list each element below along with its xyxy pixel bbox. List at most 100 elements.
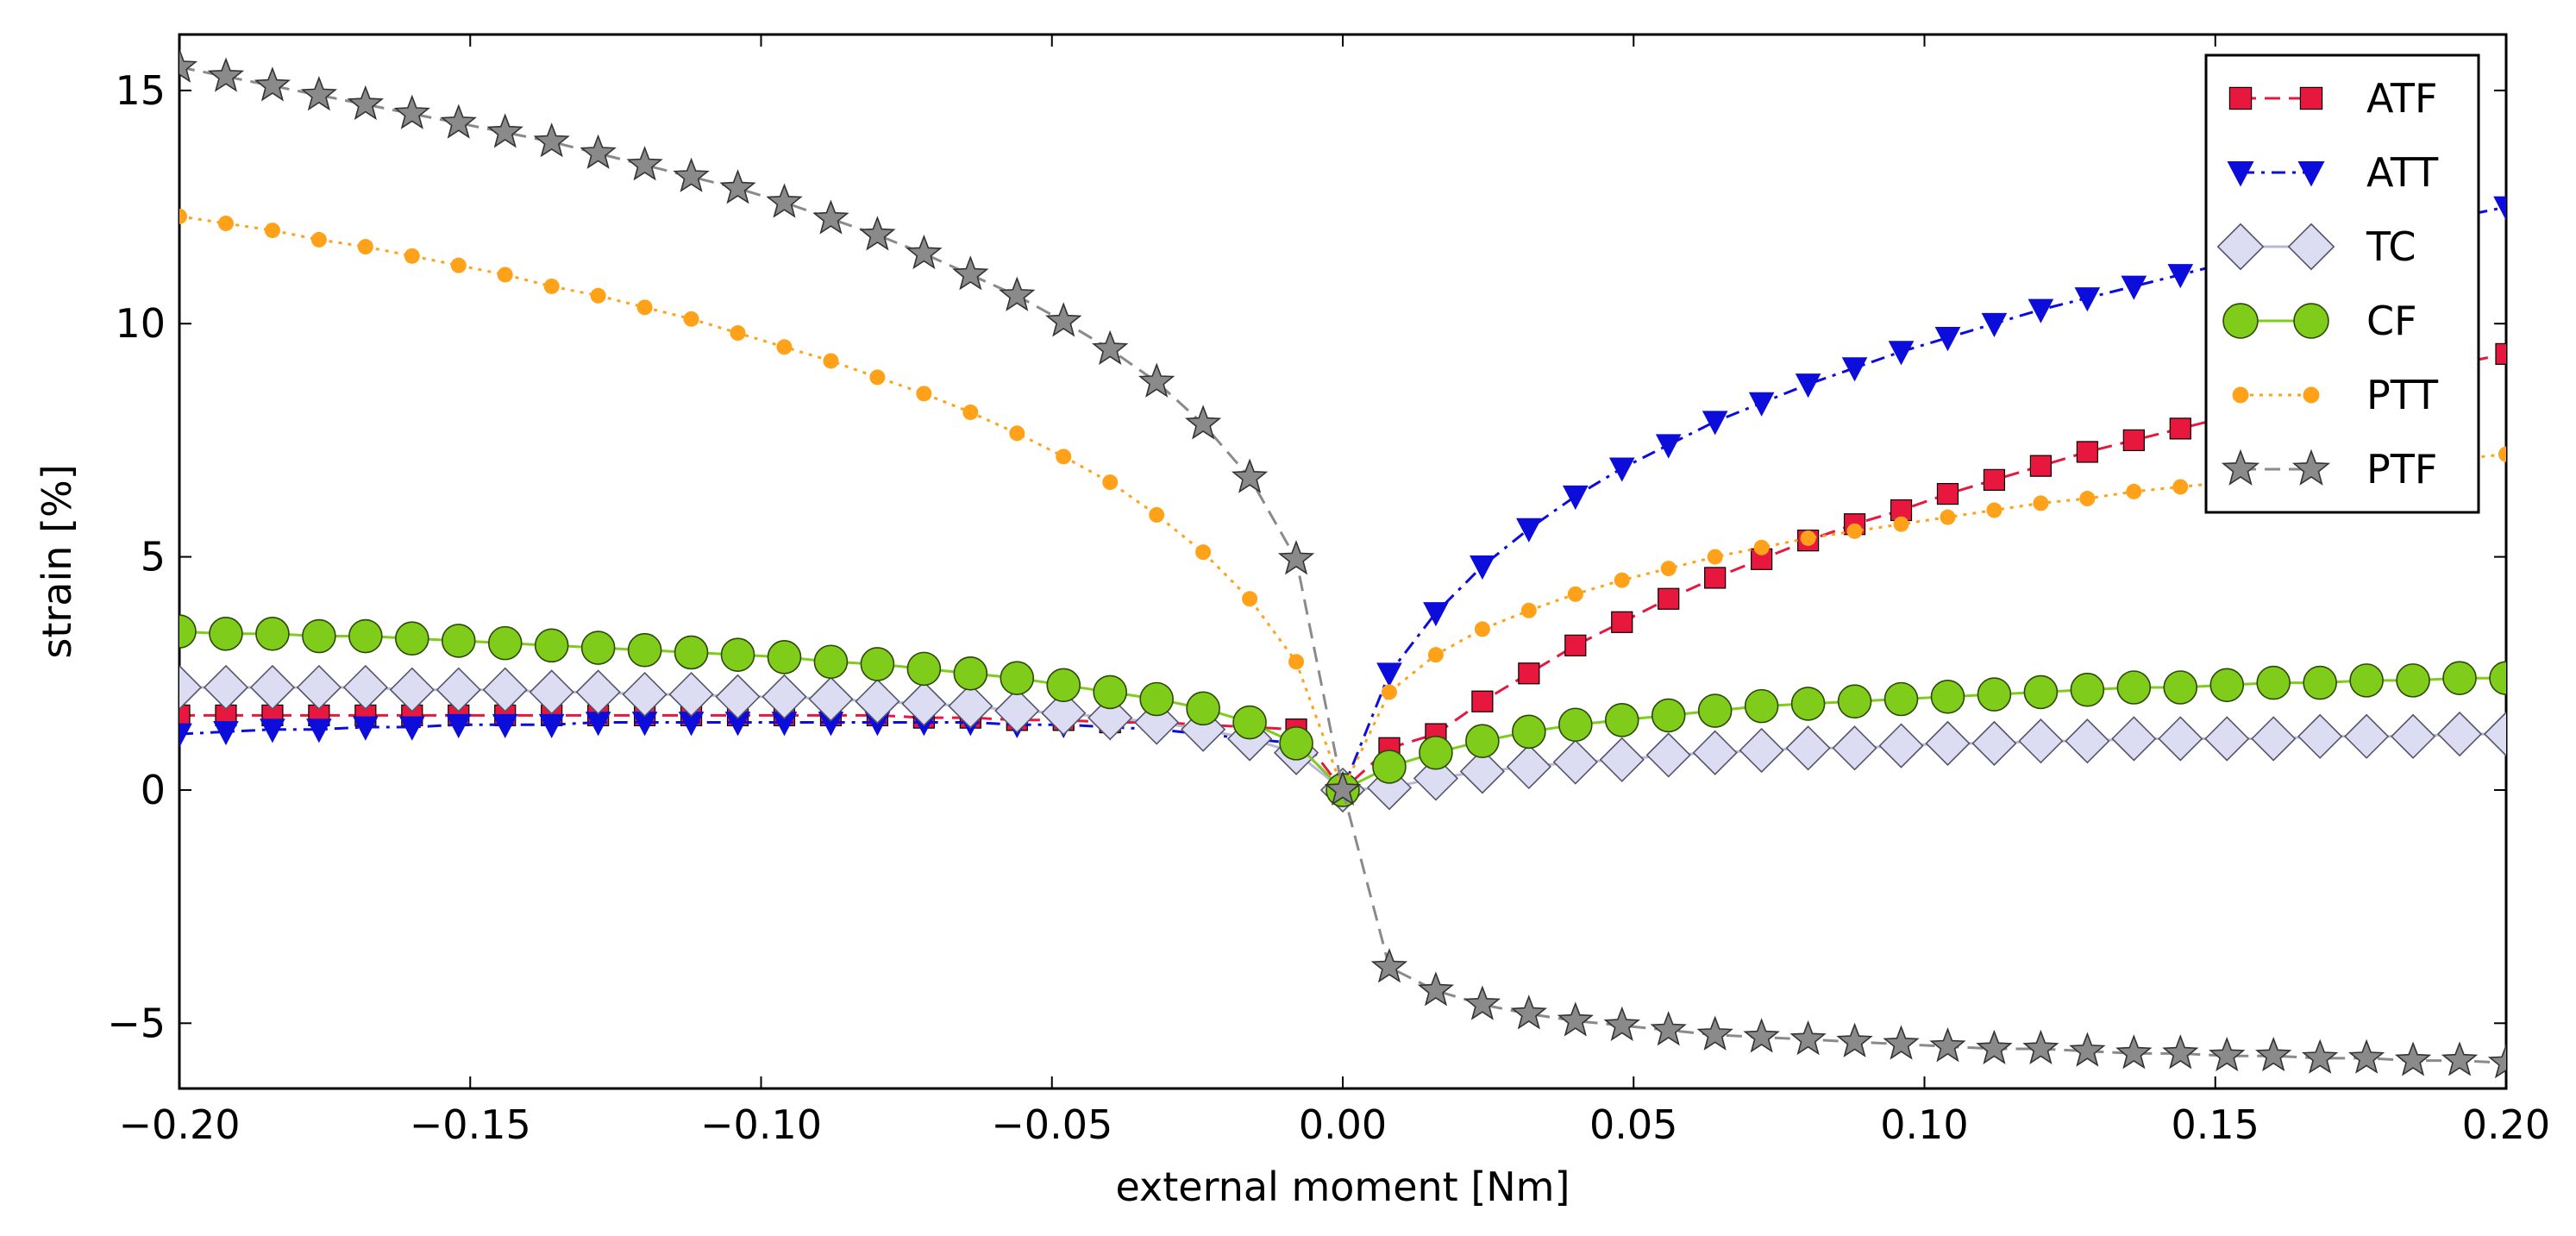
x-tick-label: 0.20: [2462, 1101, 2550, 1148]
x-tick-label: 0.00: [1299, 1101, 1387, 1148]
legend-marker: [2221, 449, 2260, 486]
x-tick-label: 0.10: [1880, 1101, 1968, 1148]
data-point-ptf: [254, 66, 291, 102]
data-point-ptt: [404, 248, 420, 264]
data-point-tc: [529, 669, 574, 715]
data-point-ptt: [310, 231, 327, 248]
data-point-ptf: [2301, 1038, 2339, 1074]
data-point-cf: [2209, 668, 2245, 703]
data-point-ptt: [1149, 506, 1165, 523]
data-point-cf: [487, 625, 523, 661]
data-point-ptf: [2347, 1038, 2385, 1074]
data-point-att: [1655, 434, 1682, 459]
data-point-cf: [179, 614, 197, 649]
data-point-cf: [1419, 735, 1453, 770]
data-point-tc: [2158, 716, 2203, 762]
x-tick-label: 0.05: [1589, 1101, 1677, 1148]
series-line-ptf: [179, 66, 2506, 1064]
legend-label: ATT: [2366, 149, 2439, 196]
data-point-ptt: [1800, 530, 1816, 546]
data-point-cf: [2442, 661, 2477, 695]
data-point-ptf: [2487, 1044, 2506, 1079]
data-point-cf: [2349, 663, 2384, 698]
data-point-tc: [2343, 713, 2390, 759]
data-point-ptf: [1138, 362, 1175, 398]
data-point-att: [1423, 602, 1449, 627]
x-tick-label: −0.20: [119, 1101, 241, 1148]
data-point-tc: [2483, 711, 2506, 757]
data-point-ptf: [1743, 1018, 1780, 1053]
data-point-ptt: [2033, 495, 2049, 511]
data-point-tc: [2436, 711, 2483, 757]
data-point-ptf: [2162, 1034, 2199, 1070]
y-axis-label: strain [%]: [34, 464, 80, 658]
data-point-tc: [1506, 743, 1551, 790]
data-point-cf: [1232, 705, 1267, 740]
data-point-cf: [302, 618, 336, 654]
data-point-ptt: [497, 267, 513, 283]
data-point-cf: [1930, 680, 1965, 714]
legend-marker: [2293, 303, 2329, 339]
legend-marker: [2291, 449, 2331, 486]
data-point-ptt: [2126, 483, 2142, 499]
data-point-atf: [1518, 662, 1540, 685]
data-point-ptt: [217, 215, 234, 231]
data-point-ptt: [1753, 539, 1770, 555]
data-point-ptf: [1836, 1022, 1873, 1057]
data-point-ptf: [393, 94, 430, 129]
data-point-tc: [2204, 716, 2250, 762]
legend-marker: [2216, 223, 2265, 271]
data-point-cf: [209, 617, 243, 651]
data-point-att: [1470, 555, 1495, 580]
data-point-ptf: [2069, 1032, 2106, 1067]
data-point-cf: [953, 656, 988, 691]
data-point-att: [1981, 312, 2008, 338]
data-point-att: [1934, 327, 1961, 352]
data-point-att: [2121, 275, 2147, 300]
data-point-ptf: [1929, 1027, 1966, 1063]
data-point-tc: [1645, 732, 1691, 778]
data-point-ptf: [859, 216, 896, 251]
data-point-ptf: [673, 157, 710, 192]
data-point-ptt: [1474, 621, 1490, 637]
data-point-cf: [2070, 672, 2105, 707]
data-point-ptf: [766, 183, 803, 218]
data-point-cf: [1697, 693, 1733, 728]
data-point-tc: [1739, 727, 1784, 774]
data-point-cf: [1093, 674, 1127, 710]
data-point-att: [1608, 457, 1635, 482]
data-point-tc: [1041, 690, 1087, 736]
legend-entry-ptf: PTF: [2221, 446, 2437, 493]
data-point-cf: [1837, 684, 1872, 719]
data-point-cf: [394, 621, 429, 656]
data-point-cf: [1977, 677, 2012, 712]
data-point-atf: [2495, 342, 2506, 365]
data-point-ptt: [590, 287, 606, 304]
data-point-att: [1795, 373, 1821, 398]
data-point-tc: [1552, 739, 1598, 785]
data-point-atf: [1564, 634, 1587, 656]
data-point-cf: [255, 617, 290, 651]
data-point-ptf: [533, 122, 570, 158]
data-point-atf: [1658, 587, 1680, 610]
series-ptt: [179, 208, 2506, 798]
data-point-cf: [767, 640, 802, 674]
x-tick-label: −0.05: [991, 1101, 1113, 1148]
data-point-cf: [2116, 670, 2152, 705]
legend-entry-ptt: PTT: [2232, 372, 2439, 418]
data-point-cf: [1186, 691, 1220, 726]
data-point-cf: [1279, 726, 1313, 761]
data-point-cf: [1512, 714, 1546, 750]
series-att: [179, 196, 2506, 804]
data-point-att: [260, 718, 285, 743]
data-point-cf: [2303, 665, 2337, 700]
data-point-cf: [1883, 681, 1919, 717]
data-point-tc: [762, 674, 807, 719]
data-point-tc: [1925, 720, 1971, 767]
x-tick-label: 0.15: [2172, 1101, 2259, 1148]
data-point-tc: [668, 671, 714, 718]
data-point-tc: [482, 667, 528, 712]
data-point-cf: [813, 644, 849, 680]
data-point-cf: [1139, 681, 1174, 717]
data-point-ptt: [179, 208, 187, 224]
